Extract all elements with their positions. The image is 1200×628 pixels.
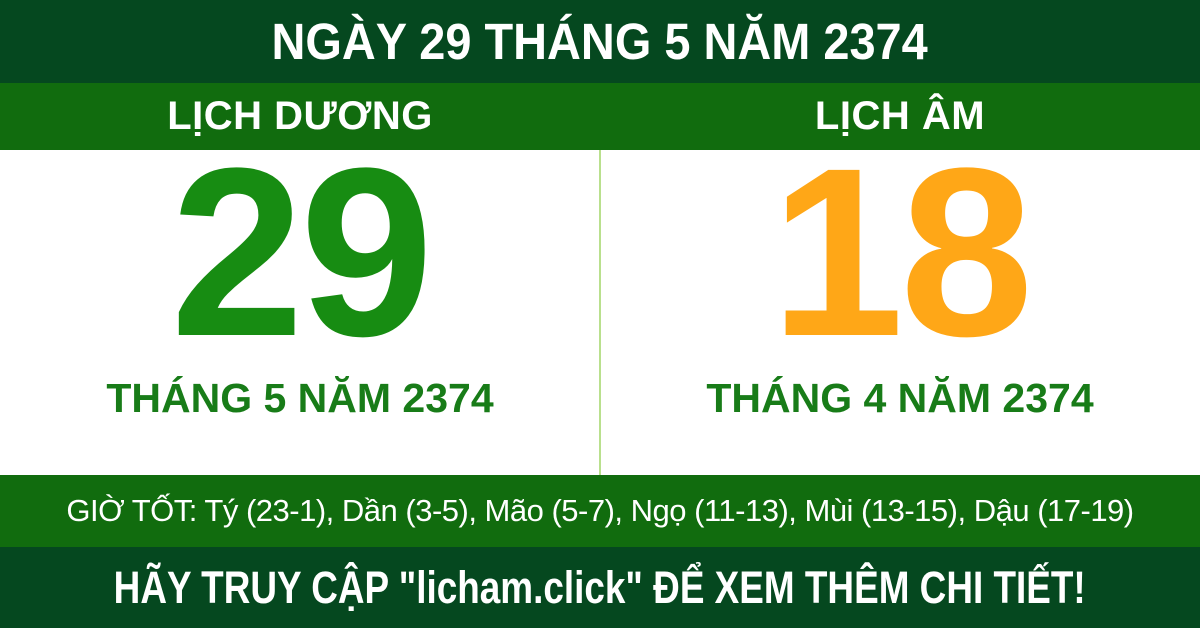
full-date-title: NGÀY 29 THÁNG 5 NĂM 2374 <box>271 13 929 70</box>
solar-month-year: THÁNG 5 NĂM 2374 <box>106 374 494 421</box>
solar-calendar-panel: 29 THÁNG 5 NĂM 2374 <box>0 132 600 475</box>
lunar-calendar-panel: 18 THÁNG 4 NĂM 2374 <box>600 132 1200 475</box>
calendar-body: 29 THÁNG 5 NĂM 2374 18 THÁNG 4 NĂM 2374 <box>0 132 1200 475</box>
calendar-type-headers: LỊCH DƯƠNG LỊCH ÂM <box>0 83 1200 150</box>
date-banner: NGÀY 29 THÁNG 5 NĂM 2374 <box>0 0 1200 83</box>
good-hours-bar: GIỜ TỐT: Tý (23-1), Dần (3-5), Mão (5-7)… <box>0 475 1200 547</box>
solar-calendar-header: LỊCH DƯƠNG <box>167 94 433 138</box>
panel-divider <box>599 150 601 475</box>
good-hours-text: GIỜ TỐT: Tý (23-1), Dần (3-5), Mão (5-7)… <box>66 493 1134 528</box>
lunar-calendar-header: LỊCH ÂM <box>814 94 986 138</box>
lunar-month-year: THÁNG 4 NĂM 2374 <box>706 374 1094 421</box>
footer-call-to-action: HÃY TRUY CẬP "licham.click" ĐỂ XEM THÊM … <box>113 561 1087 613</box>
footer-banner: HÃY TRUY CẬP "licham.click" ĐỂ XEM THÊM … <box>0 547 1200 628</box>
lunar-day-number: 18 <box>770 118 1034 386</box>
solar-day-number: 29 <box>170 118 434 386</box>
